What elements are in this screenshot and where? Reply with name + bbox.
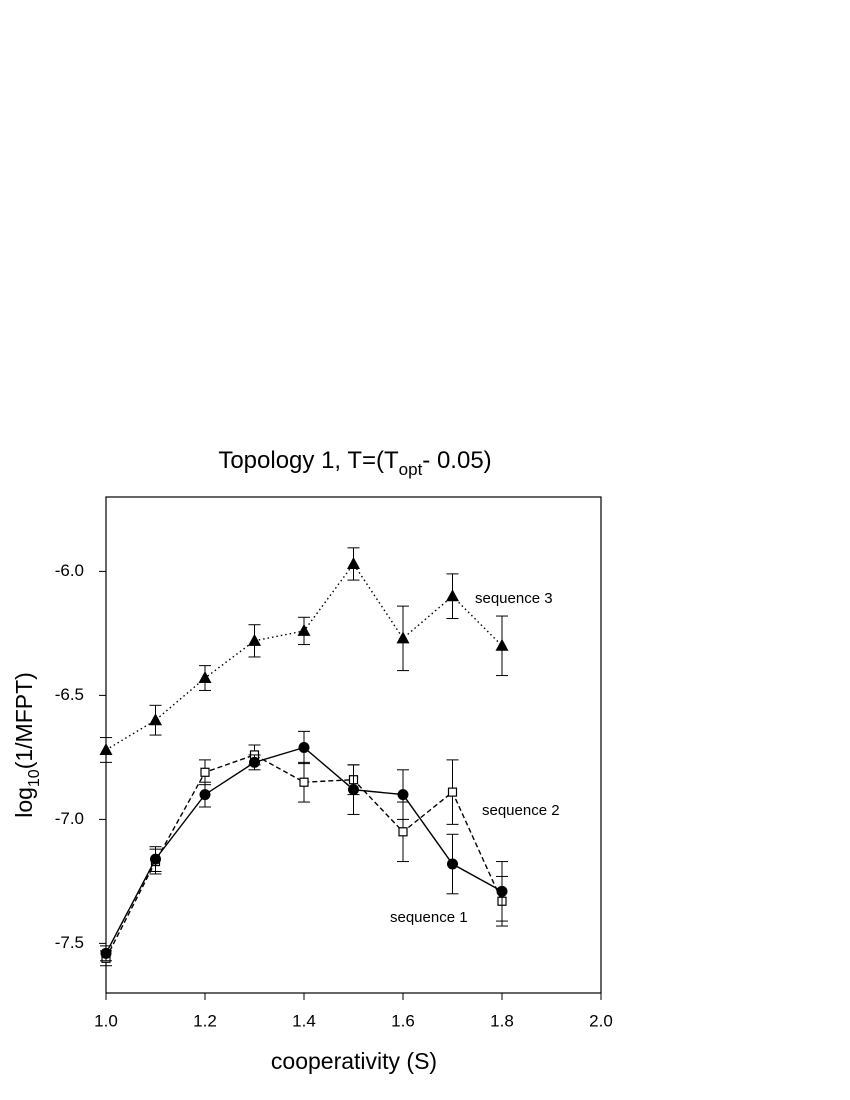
x-axis-label: cooperativity (S) [271,1048,437,1074]
marker [249,756,260,768]
y-tick-label: -6.0 [55,561,84,580]
marker [496,885,508,897]
marker [150,853,161,865]
marker [348,784,359,796]
marker [248,633,261,646]
marker [199,789,211,801]
marker [200,767,210,777]
marker [447,787,458,797]
marker [100,947,112,959]
marker [149,713,162,726]
marker [198,671,212,684]
series-label: sequence 3 [475,590,553,607]
y-tick-label: -6.5 [55,685,84,704]
chart-title: Topology 1, T=(Topt- 0.05) [218,447,491,479]
y-label-part: log [11,787,37,818]
title-subscript: opt [399,460,423,479]
y-axis-label: log10(1/MFPT) [11,672,43,818]
x-tick-label: 2.0 [589,1011,613,1030]
marker [396,631,410,644]
marker [447,858,458,870]
marker [297,623,311,636]
y-tick-label: -7.5 [55,933,84,952]
x-tick-label: 1.2 [193,1011,217,1030]
x-tick-label: 1.0 [94,1011,118,1030]
marker [495,638,509,651]
marker [299,777,309,787]
y-label-subscript: 10 [26,769,43,787]
title-part: - 0.05) [422,447,491,474]
series-line [105,562,503,751]
title-part: Topology 1, T=(T [218,447,399,474]
marker [398,827,408,837]
marker [298,741,310,753]
x-tick-label: 1.6 [391,1011,415,1030]
series-label: sequence 1 [390,909,468,926]
y-tick-label: -7.0 [55,809,84,828]
series-label: sequence 2 [482,802,560,819]
marker [347,556,360,569]
x-tick-label: 1.8 [490,1011,514,1030]
x-tick-label: 1.4 [292,1011,316,1030]
series-line [105,754,503,959]
marker [397,789,409,801]
marker [446,589,459,602]
marker [99,742,113,755]
y-label-part: (1/MFPT) [11,672,37,769]
